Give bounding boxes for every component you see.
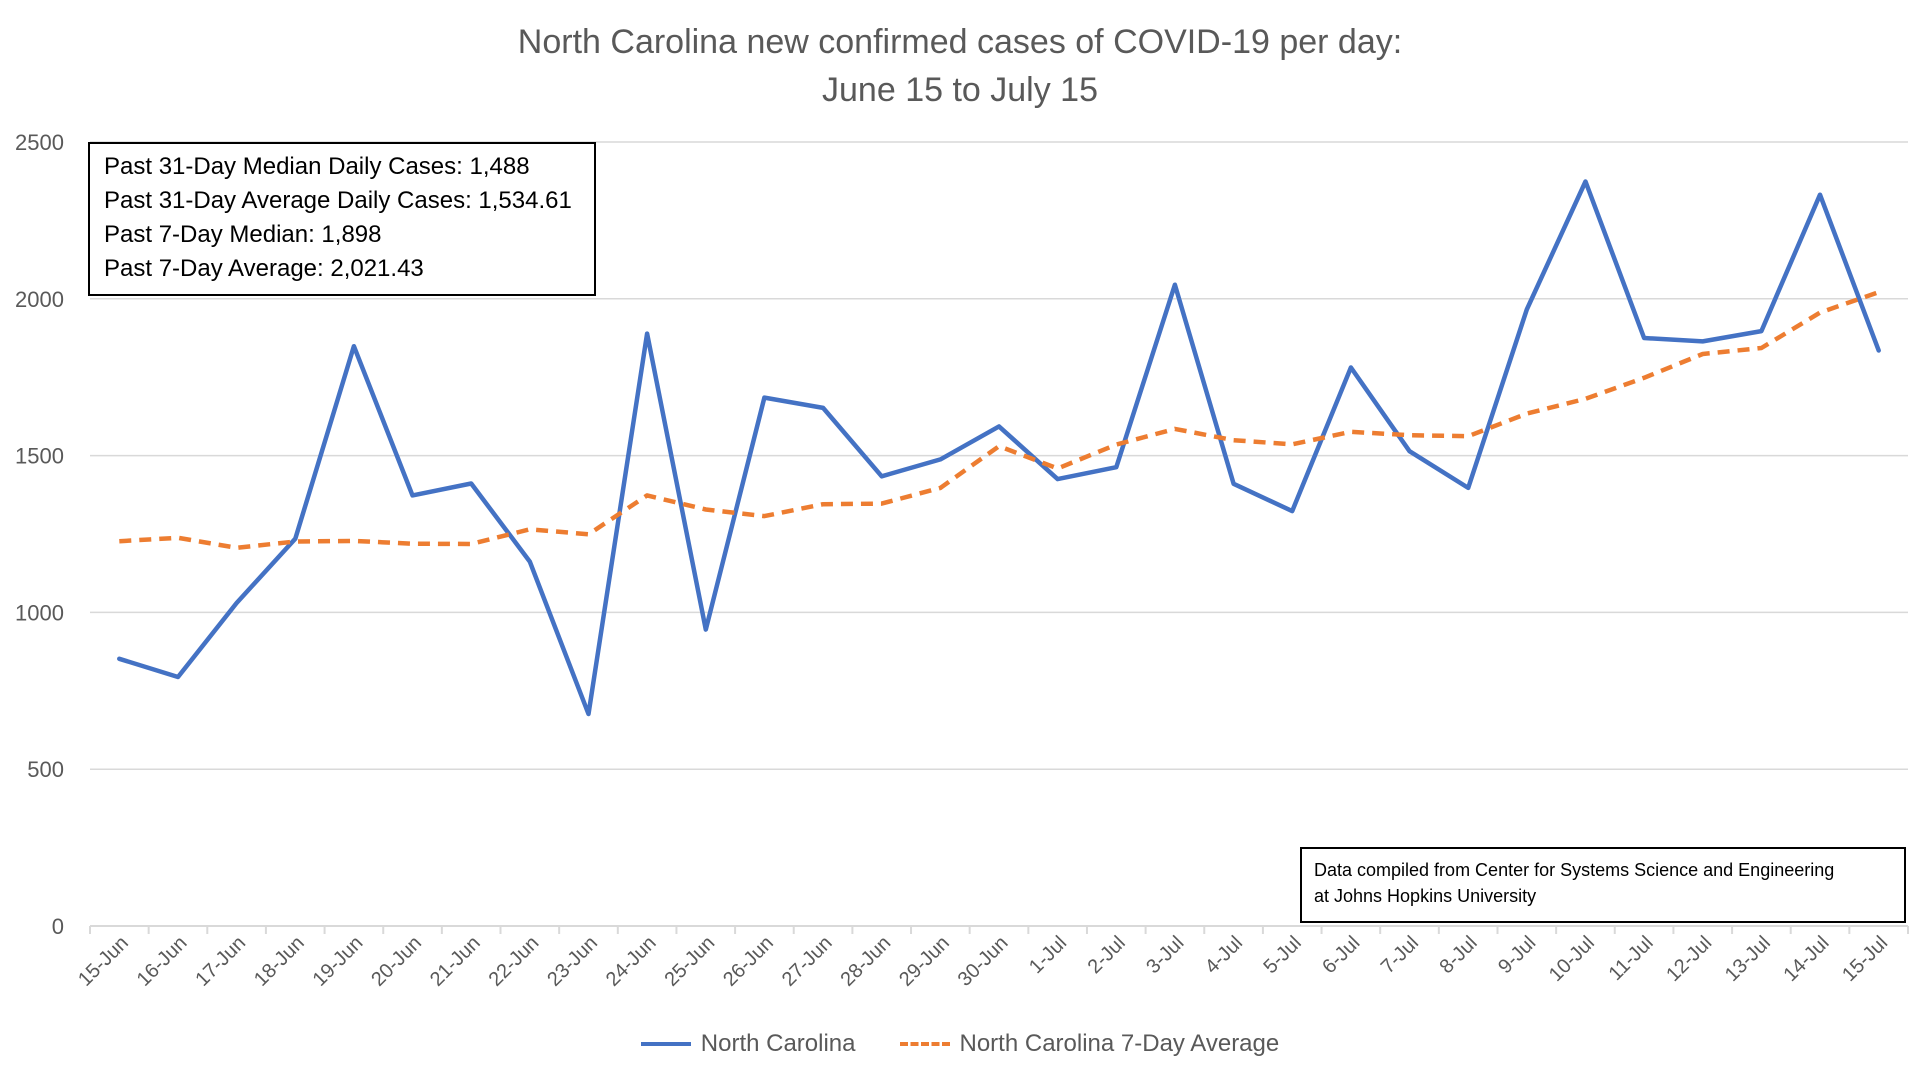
x-tick-label: 3-Jul [1142,932,1188,978]
x-tick-label: 15-Jun [74,932,133,991]
y-tick-label: 0 [52,914,64,939]
x-tick-label: 14-Jul [1779,932,1833,986]
x-tick-label: 25-Jun [661,932,720,991]
chart-title-line-2: June 15 to July 15 [822,71,1098,109]
source-line-1: Data compiled from Center for Systems Sc… [1314,860,1835,880]
x-tick-label: 29-Jun [895,932,954,991]
stat-7-day-median: Past 7-Day Median: 1,898 [104,221,382,248]
x-tick-label: 23-Jun [543,932,602,991]
x-tick-label: 22-Jun [485,932,544,991]
y-tick-label: 2000 [15,287,64,312]
y-tick-label: 2500 [15,130,64,155]
x-tick-label: 11-Jul [1605,932,1658,985]
source-line-2: at Johns Hopkins University [1314,886,1537,906]
x-tick-label: 13-Jul [1721,932,1775,986]
legend-label-north-carolina: North Carolina [700,1030,856,1057]
y-tick-label: 500 [27,757,64,782]
x-tick-label: 21-Jun [426,932,485,991]
stat-7-day-average: Past 7-Day Average: 2,021.43 [104,255,424,282]
stat-31-day-average: Past 31-Day Average Daily Cases: 1,534.6… [104,187,572,214]
x-tick-label: 17-Jun [191,932,250,991]
legend-swatch-7-day-average [899,1042,950,1046]
x-tick-label: 28-Jun [836,932,895,991]
x-tick-label: 12-Jul [1662,932,1716,986]
legend-item-7-day-average: North Carolina 7-Day Average [899,1030,1280,1058]
y-tick-label: 1000 [15,600,64,625]
legend: North Carolina North Carolina 7-Day Aver… [0,1030,1920,1058]
x-tick-label: 9-Jul [1494,932,1540,978]
x-tick-label: 16-Jun [133,932,192,991]
chart-title-line-1: North Carolina new confirmed cases of CO… [517,23,1403,61]
x-tick-label: 24-Jun [602,932,661,991]
x-tick-label: 4-Jul [1201,932,1247,978]
series-north-carolina [117,179,1881,717]
plot-area: 0 500 1000 1500 2000 2500 15-Jun 16-Jun 17-Jun 18… [15,130,1909,991]
x-tick-label: 1-Jul [1025,932,1071,978]
x-tick-label: 6-Jul [1318,932,1364,978]
x-tick-label: 10-Jul [1545,932,1599,986]
legend-label-7-day-average: North Carolina 7-Day Average [959,1030,1280,1057]
x-tick-label: 2-Jul [1084,932,1130,978]
x-tick-label: 27-Jun [778,932,837,991]
x-tick-label: 18-Jun [250,932,309,991]
y-tick-label: 1500 [15,444,64,469]
x-tick-label: 8-Jul [1435,932,1481,978]
legend-item-north-carolina: North Carolina [640,1030,856,1058]
legend-swatch-north-carolina [640,1042,691,1046]
x-tick-label: 30-Jun [954,932,1013,991]
x-tick-label: 20-Jun [367,932,426,991]
x-tick-label: 15-Jul [1838,932,1892,986]
x-tick-label: 19-Jun [309,932,368,991]
stats-box: Past 31-Day Median Daily Cases: 1,488 Pa… [88,142,596,296]
x-tick-label: 5-Jul [1260,932,1306,978]
chart-title: North Carolina new confirmed cases of CO… [0,18,1920,114]
stat-31-day-median: Past 31-Day Median Daily Cases: 1,488 [104,153,530,180]
x-tick-label: 7-Jul [1377,932,1423,978]
source-note: Data compiled from Center for Systems Sc… [1300,847,1906,923]
x-tick-label: 26-Jun [719,932,778,991]
